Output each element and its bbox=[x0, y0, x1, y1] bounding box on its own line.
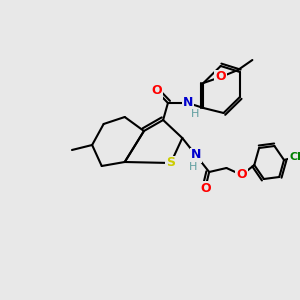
Text: H: H bbox=[189, 162, 197, 172]
Text: O: O bbox=[215, 70, 226, 83]
Text: Cl: Cl bbox=[290, 152, 300, 162]
Text: N: N bbox=[190, 148, 201, 161]
Text: N: N bbox=[183, 97, 193, 110]
Text: O: O bbox=[151, 85, 162, 98]
Text: H: H bbox=[190, 109, 199, 119]
Text: O: O bbox=[236, 169, 247, 182]
Text: O: O bbox=[200, 182, 211, 194]
Text: S: S bbox=[166, 157, 175, 169]
